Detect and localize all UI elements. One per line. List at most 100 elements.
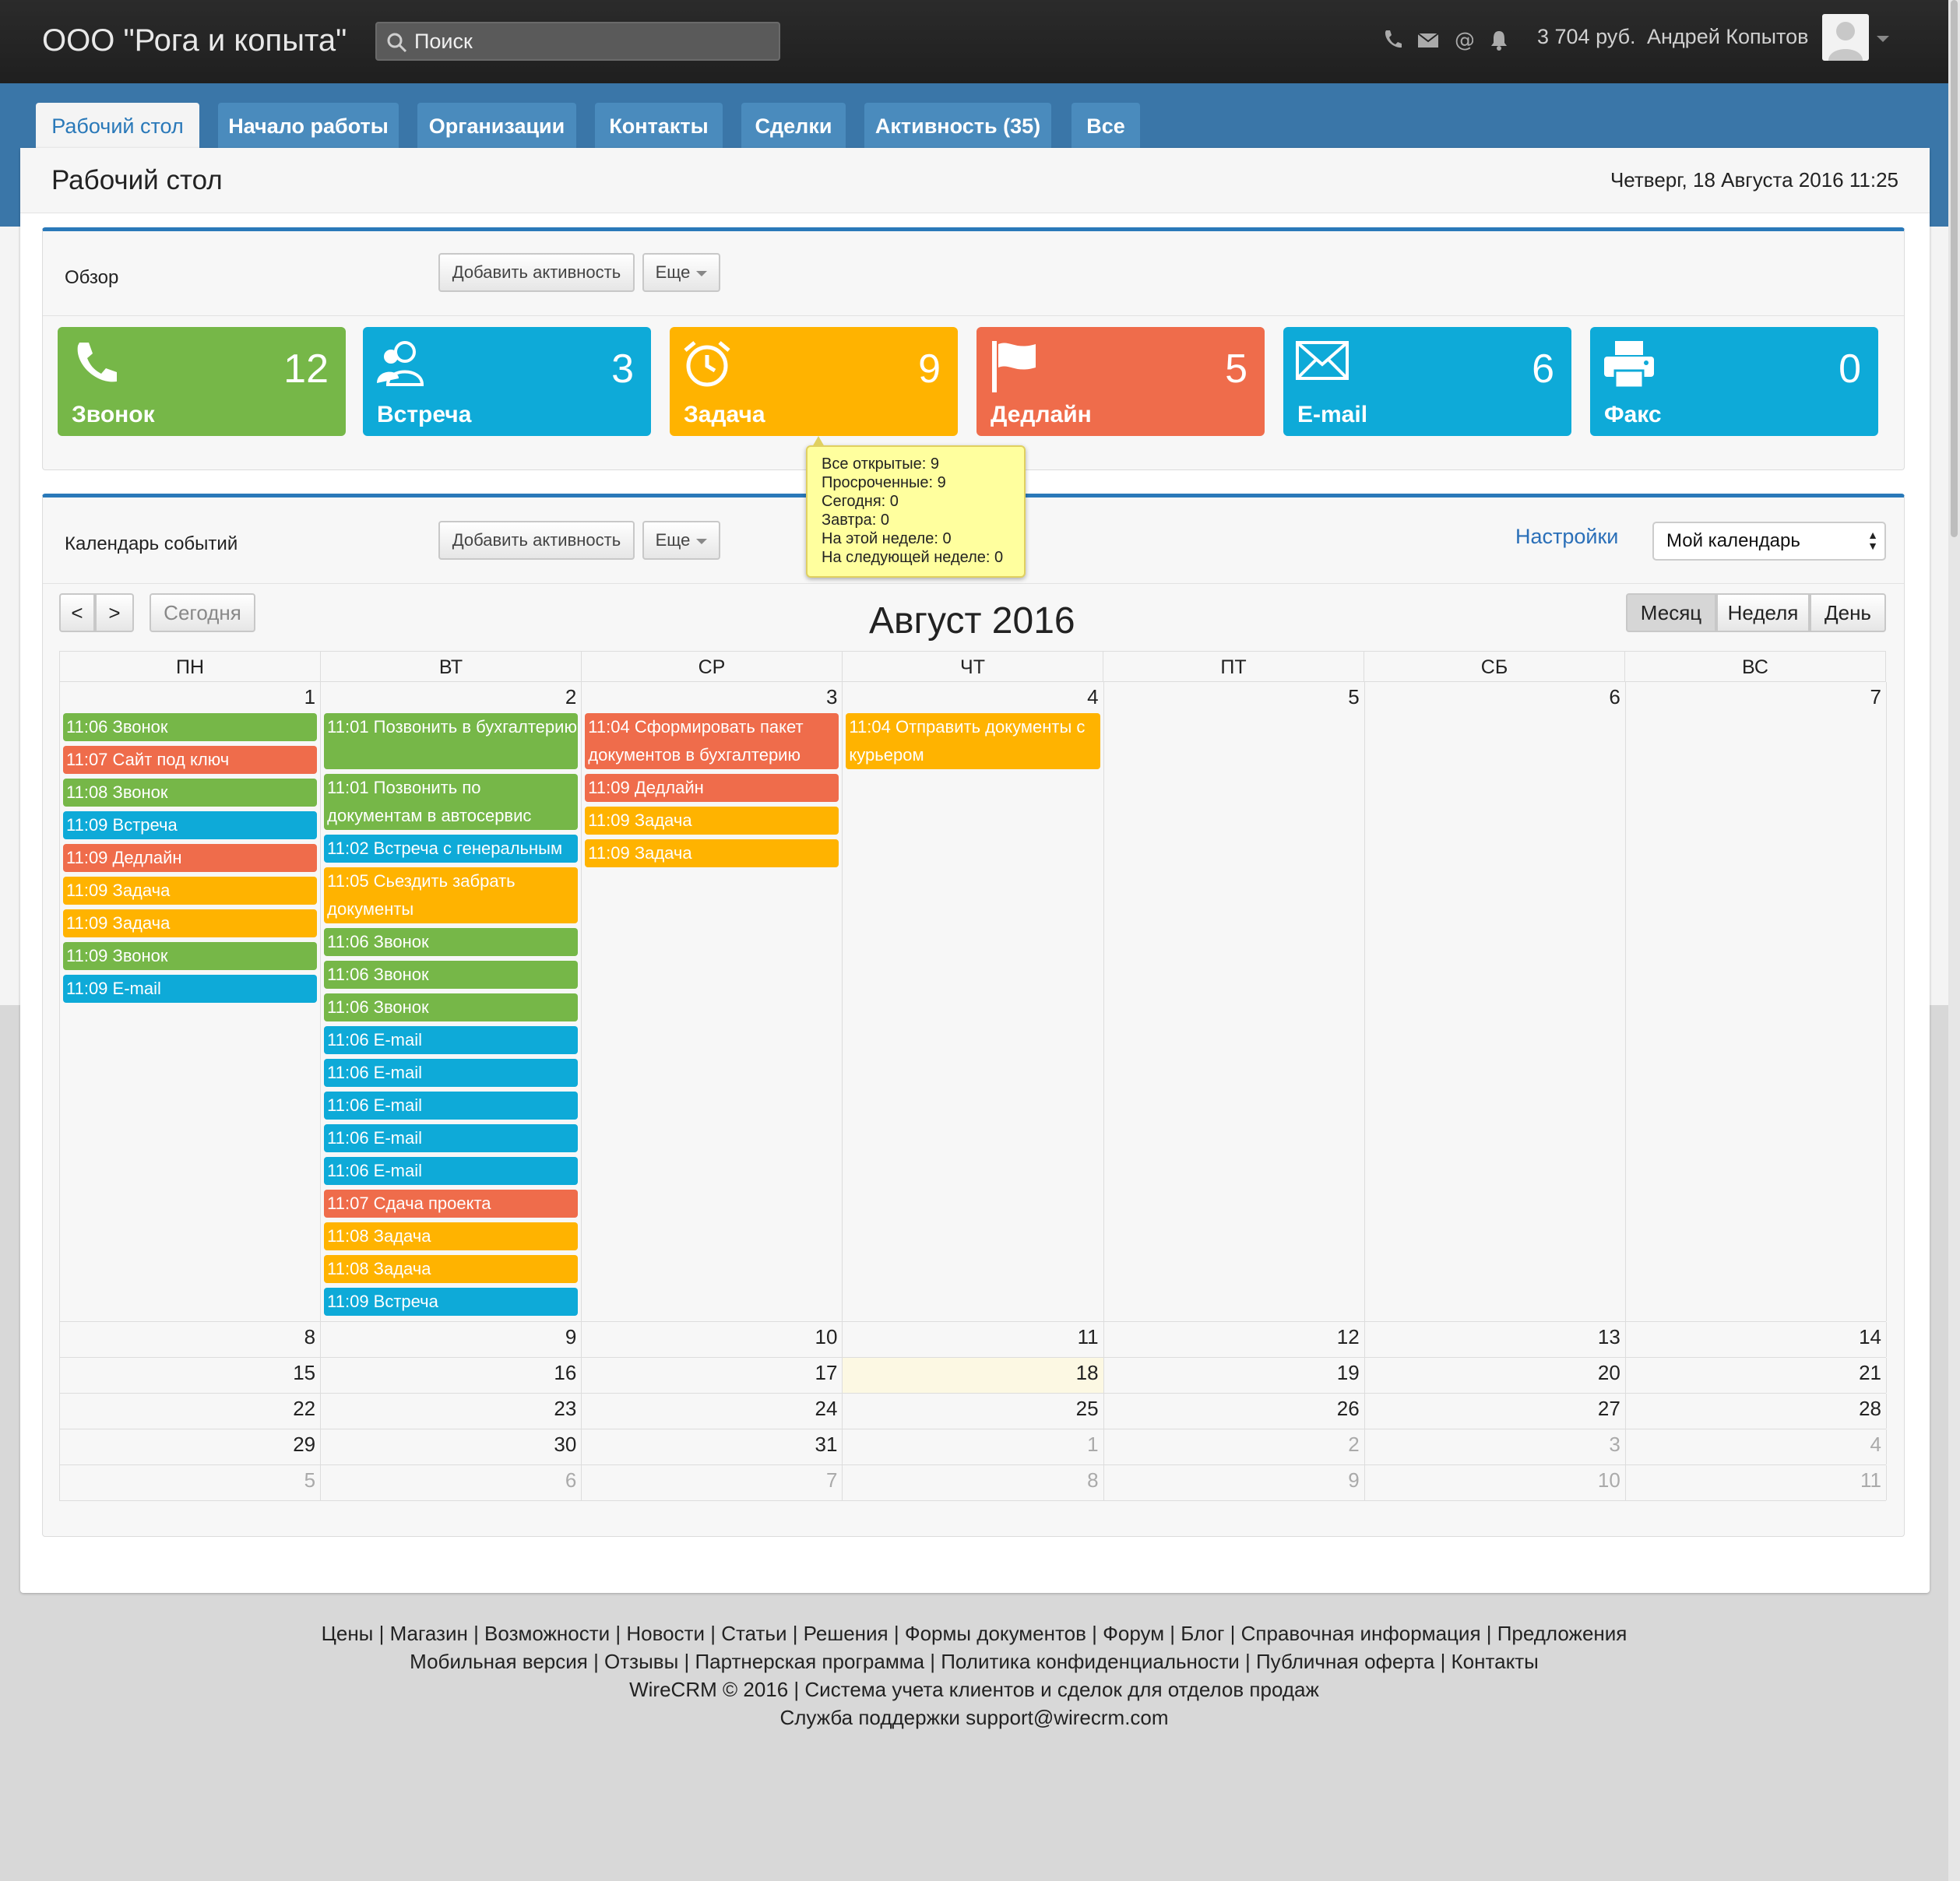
calendar-event[interactable]: 11:07 Сдача проекта [324, 1190, 579, 1218]
card-meeting[interactable]: 3 Встреча [363, 327, 651, 436]
at-icon[interactable]: @ [1453, 28, 1475, 52]
calendar-event[interactable]: 11:09 Дедлайн [585, 774, 839, 802]
tab-desktop[interactable]: Рабочий стол [36, 103, 199, 148]
calendar-day-cell[interactable]: 27 [1365, 1394, 1626, 1429]
avatar[interactable] [1822, 14, 1869, 61]
user-menu-chevron-down-icon[interactable] [1877, 36, 1889, 42]
search-input[interactable]: Поиск [375, 22, 780, 61]
calendar-event[interactable]: 11:04 Сформировать пакет документов в бу… [585, 713, 839, 769]
calendar-event[interactable]: 11:09 Задача [585, 839, 839, 867]
calendar-more-button[interactable]: Еще [642, 521, 720, 560]
calendar-day-cell[interactable]: 20 [1365, 1358, 1626, 1393]
calendar-event[interactable]: 11:09 Задача [63, 909, 318, 937]
calendar-event[interactable]: 11:01 Позвонить по документам в автосерв… [324, 774, 579, 830]
calendar-day-cell[interactable]: 21 [1626, 1358, 1887, 1393]
calendar-add-activity-button[interactable]: Добавить активность [438, 521, 635, 560]
tab-contacts[interactable]: Контакты [595, 103, 723, 148]
user-name[interactable]: Андрей Копытов [1647, 25, 1809, 48]
calendar-event[interactable]: 11:06 Звонок [324, 961, 579, 989]
calendar-event[interactable]: 11:08 Задача [324, 1255, 579, 1283]
calendar-day-cell[interactable]: 10 [582, 1322, 843, 1357]
calendar-event[interactable]: 11:05 Сьездить забрать документы [324, 867, 579, 923]
view-week-button[interactable]: Неделя [1716, 593, 1810, 632]
calendar-day-cell[interactable]: 28 [1626, 1394, 1887, 1429]
balance[interactable]: 3 704 руб. [1537, 25, 1636, 48]
calendar-day-cell[interactable]: 25 [843, 1394, 1104, 1429]
footer-support[interactable]: Служба поддержки support@wirecrm.com [779, 1706, 1169, 1729]
calendar-day-cell[interactable]: 24 [582, 1394, 843, 1429]
calendar-day-cell[interactable]: 4 11:04 Отправить документы с курьером [843, 682, 1104, 1321]
calendar-event[interactable]: 11:09 Встреча [324, 1288, 579, 1316]
view-month-button[interactable]: Месяц [1626, 593, 1716, 632]
calendar-day-cell[interactable]: 9 [321, 1322, 582, 1357]
calendar-day-cell[interactable]: 11 [1626, 1465, 1887, 1500]
calendar-day-cell[interactable]: 29 [60, 1429, 322, 1464]
calendar-prev-button[interactable]: < [59, 593, 95, 632]
card-call[interactable]: 12 Звонок [58, 327, 346, 436]
tab-getting-started[interactable]: Начало работы [218, 103, 399, 148]
card-deadline[interactable]: 5 Дедлайн [976, 327, 1265, 436]
calendar-day-cell[interactable]: 22 [60, 1394, 322, 1429]
card-task[interactable]: 9 Задача [670, 327, 958, 436]
calendar-event[interactable]: 11:07 Сайт под ключ [63, 746, 318, 774]
scrollbar-thumb[interactable] [1951, 0, 1958, 537]
tab-all[interactable]: Все [1071, 103, 1140, 148]
calendar-event[interactable]: 11:06 Звонок [63, 713, 318, 741]
calendar-event[interactable]: 11:09 Задача [585, 807, 839, 835]
calendar-day-cell[interactable]: 31 [582, 1429, 843, 1464]
calendar-day-cell[interactable]: 2 11:01 Позвонить в бухгалтерию 11:01 Позв… [321, 682, 582, 1321]
calendar-event[interactable]: 11:06 E-mail [324, 1059, 579, 1087]
calendar-day-cell[interactable]: 3 11:04 Сформировать пакет документов в б… [582, 682, 843, 1321]
calendar-day-cell[interactable]: 15 [60, 1358, 322, 1393]
calendar-event[interactable]: 11:02 Встреча с генеральным [324, 835, 579, 863]
calendar-day-cell[interactable]: 12 [1104, 1322, 1365, 1357]
bell-icon[interactable] [1489, 28, 1509, 51]
calendar-event[interactable]: 11:06 E-mail [324, 1157, 579, 1185]
calendar-day-cell[interactable]: 18 [843, 1358, 1104, 1393]
footer-links-secondary[interactable]: Мобильная версия | Отзывы | Партнерская … [410, 1650, 1539, 1673]
card-fax[interactable]: 0 Факс [1590, 327, 1878, 436]
calendar-day-cell[interactable]: 9 [1104, 1465, 1365, 1500]
footer-links-primary[interactable]: Цены | Магазин | Возможности | Новости |… [321, 1622, 1627, 1645]
view-day-button[interactable]: День [1810, 593, 1886, 632]
tab-activity[interactable]: Активность (35) [864, 103, 1051, 148]
calendar-day-cell[interactable]: 26 [1104, 1394, 1365, 1429]
calendar-event[interactable]: 11:01 Позвонить в бухгалтерию [324, 713, 579, 769]
calendar-event[interactable]: 11:08 Звонок [63, 779, 318, 807]
calendar-day-cell[interactable]: 2 [1104, 1429, 1365, 1464]
calendar-event[interactable]: 11:08 Задача [324, 1222, 579, 1250]
calendar-day-cell[interactable]: 13 [1365, 1322, 1626, 1357]
more-button[interactable]: Еще [642, 253, 720, 292]
calendar-day-cell[interactable]: 16 [321, 1358, 582, 1393]
calendar-event[interactable]: 11:09 E-mail [63, 975, 318, 1003]
calendar-day-cell[interactable]: 6 [321, 1465, 582, 1500]
calendar-event[interactable]: 11:06 Звонок [324, 928, 579, 956]
calendar-event[interactable]: 11:04 Отправить документы с курьером [846, 713, 1100, 769]
calendar-day-cell[interactable]: 30 [321, 1429, 582, 1464]
calendar-day-cell[interactable]: 5 [60, 1465, 322, 1500]
calendar-event[interactable]: 11:06 Звонок [324, 993, 579, 1021]
calendar-select[interactable]: Мой календарь ▲ ▼ [1652, 522, 1886, 561]
mail-icon[interactable] [1417, 28, 1439, 51]
calendar-day-cell[interactable]: 7 [582, 1465, 843, 1500]
calendar-event[interactable]: 11:09 Звонок [63, 942, 318, 970]
calendar-day-cell[interactable]: 8 [60, 1322, 322, 1357]
calendar-day-cell[interactable]: 8 [843, 1465, 1104, 1500]
calendar-day-cell[interactable]: 5 [1104, 682, 1365, 1321]
calendar-today-button[interactable]: Сегодня [150, 593, 255, 632]
tab-organizations[interactable]: Организации [417, 103, 576, 148]
phone-icon[interactable] [1381, 28, 1402, 51]
calendar-day-cell[interactable]: 6 [1365, 682, 1626, 1321]
add-activity-button[interactable]: Добавить активность [438, 253, 635, 292]
calendar-event[interactable]: 11:09 Дедлайн [63, 844, 318, 872]
calendar-day-cell[interactable]: 1 11:06 Звонок 11:07 Сайт под ключ 11:08 Зв… [60, 682, 322, 1321]
company-name[interactable]: ООО "Рога и копыта" [42, 23, 347, 58]
tab-deals[interactable]: Сделки [741, 103, 846, 148]
calendar-event[interactable]: 11:06 E-mail [324, 1124, 579, 1152]
calendar-day-cell[interactable]: 17 [582, 1358, 843, 1393]
calendar-event[interactable]: 11:09 Задача [63, 877, 318, 905]
calendar-settings-link[interactable]: Настройки [1515, 525, 1619, 548]
calendar-day-cell[interactable]: 4 [1626, 1429, 1887, 1464]
calendar-day-cell[interactable]: 23 [321, 1394, 582, 1429]
calendar-event[interactable]: 11:09 Встреча [63, 811, 318, 839]
